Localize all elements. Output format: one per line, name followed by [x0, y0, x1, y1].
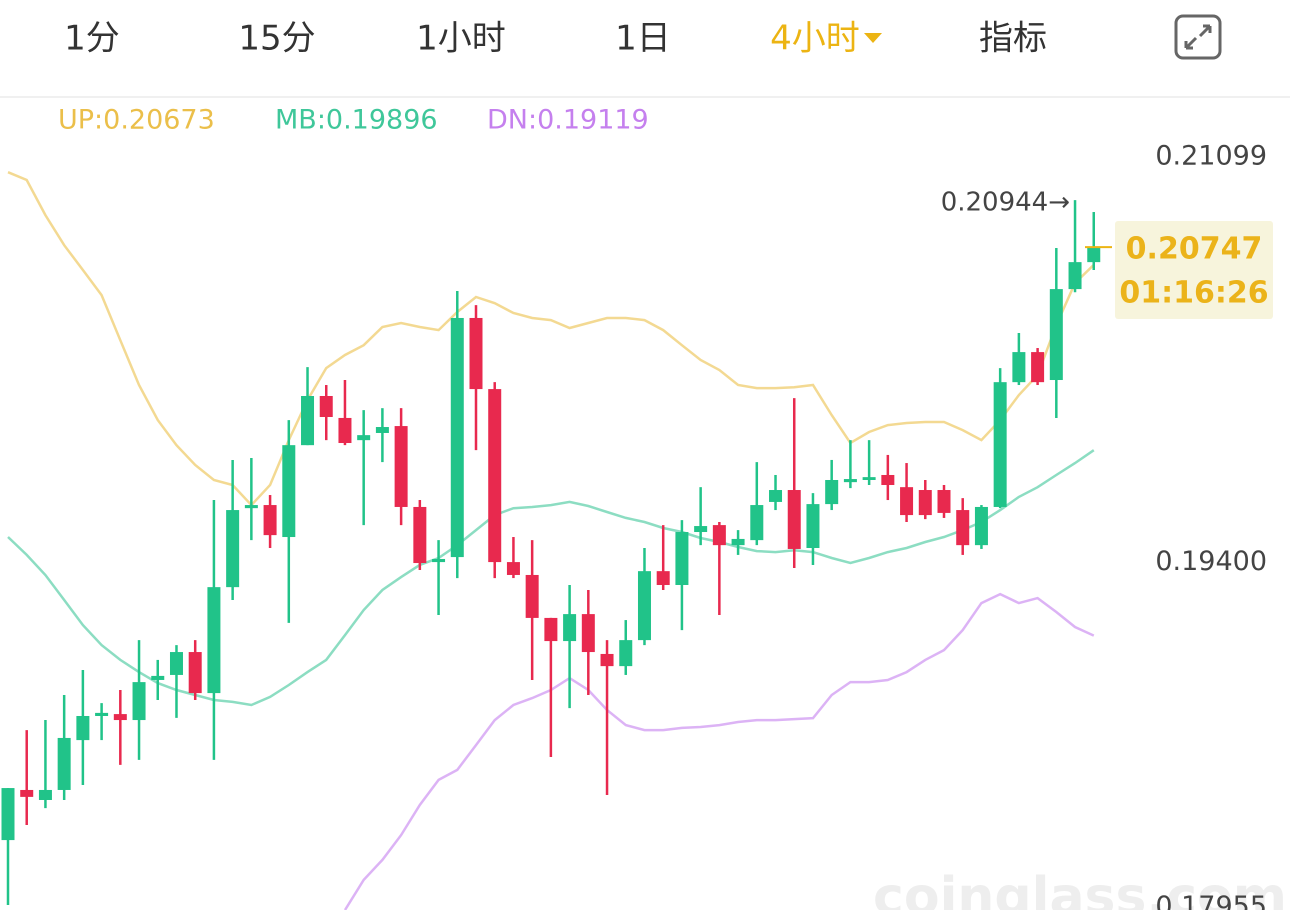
candle-body [394, 426, 408, 507]
candle-body [619, 640, 633, 667]
candle-body [1031, 352, 1045, 383]
candle-body [319, 395, 333, 417]
candle-body [937, 490, 951, 513]
countdown-label: 01:16:26 [1119, 276, 1268, 311]
last-price-box [1115, 221, 1273, 319]
tab-dropdown-caret [864, 33, 882, 43]
candle-body [1012, 352, 1026, 383]
candle-body [544, 617, 558, 642]
candle-body [600, 653, 614, 667]
candle-body [469, 317, 483, 390]
candle-body [581, 614, 595, 653]
candle-body [488, 389, 502, 563]
candle-body [357, 435, 371, 441]
legend-entry: MB:0.19896 [275, 105, 438, 136]
candle-body [637, 571, 651, 641]
band-line [343, 592, 1095, 910]
candle-body [338, 417, 352, 444]
candle-body [974, 506, 988, 546]
candle-body [301, 395, 315, 446]
candle-body [375, 427, 389, 433]
candle-body [57, 737, 71, 790]
candle-body [750, 505, 764, 541]
y-tick-label: 0.21099 [1155, 141, 1267, 172]
candle-body [432, 558, 446, 563]
expand-button[interactable] [1174, 14, 1222, 60]
candle-body [956, 510, 970, 546]
band-line [7, 449, 1095, 707]
candle-body [1049, 289, 1063, 381]
candle-body [413, 506, 427, 564]
candle-body [993, 382, 1007, 507]
candle-body [1068, 262, 1082, 290]
candle-body [656, 571, 670, 585]
candle-body [20, 789, 34, 797]
watermark: coinglass.com [873, 867, 1287, 910]
y-tick-label: 0.17955 [1155, 891, 1267, 910]
candle-body [525, 574, 539, 618]
band-line [7, 171, 1095, 507]
candle-body [282, 445, 296, 538]
candle-body [95, 712, 109, 716]
candle-body [843, 479, 857, 483]
tab[interactable]: 1日 [615, 19, 671, 59]
candle-body [226, 510, 240, 588]
candle-body [132, 682, 146, 721]
candle-body [450, 317, 464, 558]
candle-body [169, 652, 183, 675]
candle-body [731, 538, 745, 546]
candle-body [188, 652, 202, 694]
tab[interactable]: 指标 [979, 19, 1047, 59]
tab[interactable]: 4小时 [770, 19, 860, 59]
max-price-marker: 0.20944→ [941, 188, 1070, 218]
candle-body [712, 525, 726, 546]
candle-body [825, 479, 839, 505]
legend-entry: DN:0.19119 [487, 105, 649, 136]
candle-body [207, 587, 221, 694]
candle-body [862, 477, 876, 480]
legend-entry: UP:0.20673 [58, 105, 215, 136]
candle-body [151, 675, 165, 680]
candle-body [881, 474, 895, 486]
expand-arrows [1184, 24, 1212, 50]
candle-body [113, 714, 127, 721]
candle-body [244, 505, 258, 509]
tab[interactable]: 1小时 [416, 19, 506, 59]
tab[interactable]: 15分 [238, 19, 315, 59]
candle-body [694, 526, 708, 533]
candle-body [900, 487, 914, 516]
last-price-label: 0.20747 [1126, 232, 1263, 267]
candle-body [506, 562, 520, 575]
candle-body [76, 715, 90, 741]
candle-body [769, 490, 783, 502]
candle-body [563, 614, 577, 642]
candle-body [806, 504, 820, 549]
candle-body [918, 490, 932, 516]
candle-body [675, 532, 689, 585]
candle-body [1087, 247, 1101, 263]
tab[interactable]: 1分 [64, 19, 120, 59]
candle-body [263, 505, 277, 536]
candle-body [787, 490, 801, 549]
candle-body [38, 789, 52, 800]
candle-body [1, 788, 15, 841]
y-tick-label: 0.19400 [1155, 546, 1267, 577]
expand-frame [1174, 14, 1222, 60]
